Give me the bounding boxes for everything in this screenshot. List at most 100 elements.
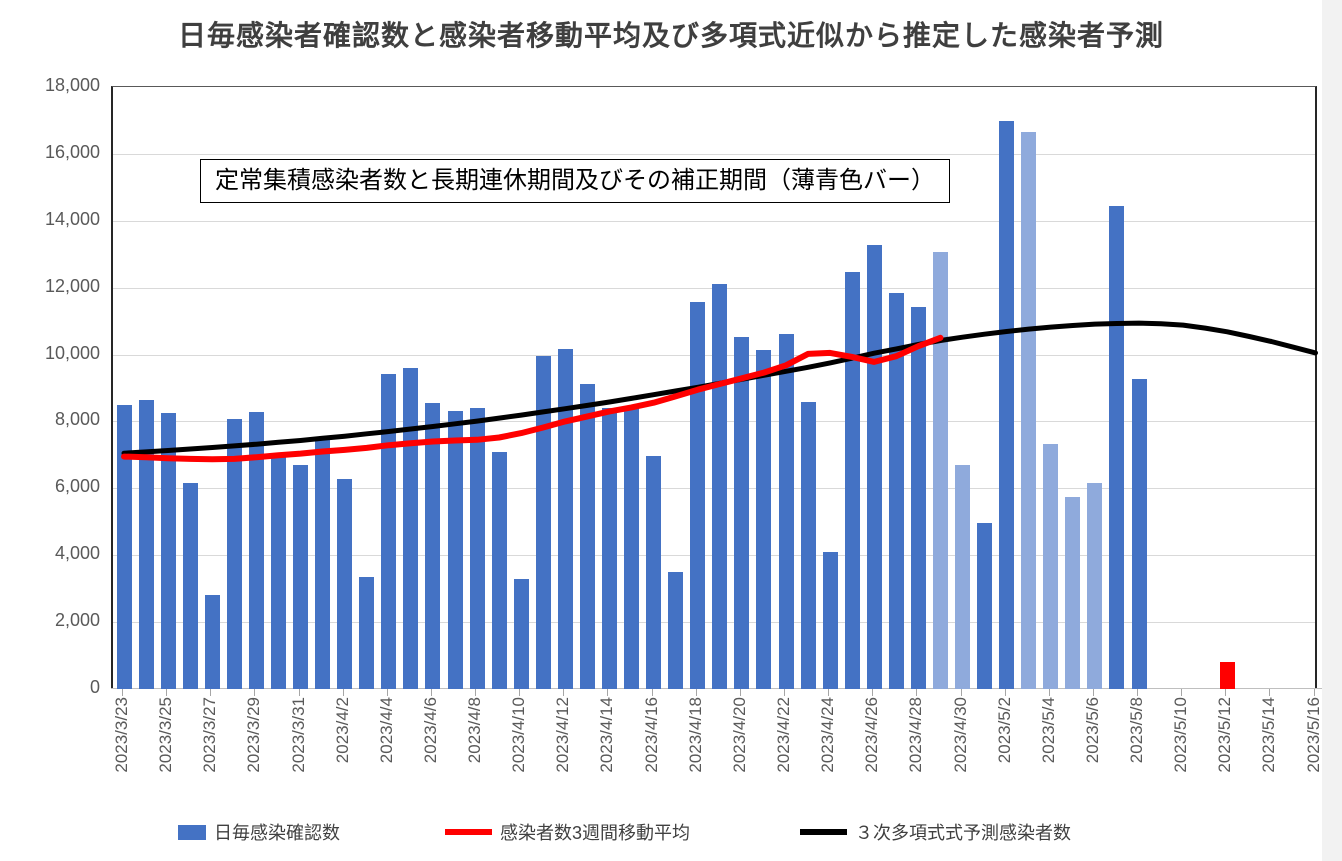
x-tick xyxy=(607,689,609,696)
x-tick-label: 2023/5/10 xyxy=(1171,697,1191,773)
bar-2023/3/31 xyxy=(293,464,308,689)
x-tick xyxy=(254,689,256,696)
x-tick-label: 2023/5/2 xyxy=(994,697,1014,764)
x-tick xyxy=(122,689,123,696)
legend-black-line-swatch xyxy=(800,829,847,835)
bar-2023/4/22 xyxy=(778,333,794,689)
x-tick-label: 2023/4/12 xyxy=(553,697,573,773)
bar-2023/4/13 xyxy=(579,383,595,689)
legend-item-polynomial: ３次多項式式予測感染者数 xyxy=(800,818,1071,846)
x-tick xyxy=(563,689,565,696)
bar-2023/4/9 xyxy=(491,451,507,689)
bar-2023/5/6 xyxy=(1087,483,1103,689)
bar-2023/4/1 xyxy=(315,439,331,689)
x-tick-label: 2023/4/6 xyxy=(420,697,440,764)
x-tick-label: 2023/4/16 xyxy=(641,697,661,773)
bar-2023/5/5 xyxy=(1065,497,1081,689)
x-tick-label: 2023/4/28 xyxy=(906,697,926,773)
bar-2023/4/24 xyxy=(822,551,838,689)
bar-2023/5/2 xyxy=(999,121,1015,689)
bar-2023/4/16 xyxy=(646,456,662,689)
x-tick xyxy=(1181,689,1183,696)
bar-2023/4/21 xyxy=(756,349,772,689)
x-tick xyxy=(960,689,962,696)
y-tick-label: 8,000 xyxy=(54,409,100,430)
bar-2023/3/28 xyxy=(226,419,242,689)
y-tick-label: 4,000 xyxy=(54,543,100,564)
bar-2023/4/7 xyxy=(447,411,463,689)
bar-2023/3/23 xyxy=(116,404,132,689)
x-tick xyxy=(1269,689,1271,696)
x-tick-label: 2023/4/14 xyxy=(597,697,617,773)
y-tick-label: 12,000 xyxy=(44,275,100,296)
legend-red-line-swatch xyxy=(445,829,492,835)
x-tick xyxy=(872,689,874,696)
polynomial-forecast-line xyxy=(121,320,1318,456)
y-tick-label: 2,000 xyxy=(54,610,100,631)
bar-2023/4/25 xyxy=(844,271,860,689)
bar-2023/3/29 xyxy=(248,412,264,689)
bar-2023/4/30 xyxy=(955,464,970,689)
bar-2023/3/24 xyxy=(138,400,154,689)
bar-2023/5/7 xyxy=(1109,206,1125,689)
y-tick-label: 18,000 xyxy=(44,75,100,95)
x-tick-label: 2023/3/31 xyxy=(288,697,308,773)
bar-2023/3/30 xyxy=(271,454,286,689)
bar-2023/4/17 xyxy=(668,571,684,689)
bar-2023/3/25 xyxy=(160,413,176,689)
legend-item-daily-bars: 日毎感染確認数 xyxy=(178,818,340,846)
bar-2023/5/3 xyxy=(1021,132,1037,689)
y-tick-label: 14,000 xyxy=(44,208,100,229)
bar-2023/4/12 xyxy=(557,348,573,689)
bar-2023/4/18 xyxy=(690,302,706,689)
bar-2023/4/4 xyxy=(381,374,397,689)
bar-2023/3/27 xyxy=(204,594,220,689)
x-tick-label: 2023/3/29 xyxy=(244,697,264,773)
x-tick-label: 2023/4/10 xyxy=(509,697,529,773)
x-tick-label: 2023/4/20 xyxy=(729,697,749,773)
y-tick-label: 10,000 xyxy=(44,342,100,363)
bar-2023/5/8 xyxy=(1131,379,1147,689)
x-tick-label: 2023/5/8 xyxy=(1127,697,1146,764)
bar-2023/4/2 xyxy=(337,479,353,689)
x-tick-label: 2023/4/24 xyxy=(818,697,838,773)
x-tick xyxy=(916,689,918,696)
x-tick xyxy=(828,689,830,696)
bar-2023/5/1 xyxy=(977,523,992,689)
bar-2023/4/3 xyxy=(359,577,375,689)
y-tick-label: 0 xyxy=(89,677,100,697)
gridline xyxy=(113,220,1315,222)
x-tick xyxy=(739,689,741,696)
x-tick-label: 2023/3/25 xyxy=(156,697,176,773)
x-tick xyxy=(342,689,344,696)
gridline xyxy=(113,153,1315,155)
x-tick-label: 2023/4/22 xyxy=(774,697,793,773)
y-tick-label: 16,000 xyxy=(44,141,100,162)
x-tick xyxy=(651,689,653,696)
x-tick xyxy=(1225,689,1227,696)
x-tick-label: 2023/4/8 xyxy=(465,697,484,764)
x-tick xyxy=(1313,689,1315,696)
x-tick xyxy=(519,689,521,696)
bar-2023/5/12 xyxy=(1219,662,1235,689)
bar-2023/4/23 xyxy=(800,402,816,689)
x-tick xyxy=(430,689,432,696)
x-tick-label: 2023/4/4 xyxy=(376,697,396,764)
x-tick-label: 2023/4/30 xyxy=(950,697,970,773)
x-tick xyxy=(475,689,476,696)
x-tick xyxy=(1004,689,1006,696)
x-tick-label: 2023/4/2 xyxy=(332,697,352,764)
bar-2023/4/29 xyxy=(932,251,948,689)
bar-2023/3/26 xyxy=(182,483,198,689)
x-tick-label: 2023/3/27 xyxy=(200,697,220,773)
chart-title: 日毎感染者確認数と感染者移動平均及び多項式近似から推定した感染者予測 xyxy=(177,20,1164,51)
x-tick-label: 2023/3/23 xyxy=(112,697,131,773)
bar-2023/4/8 xyxy=(469,407,485,689)
plot-area xyxy=(111,86,1318,689)
x-tick-label: 2023/4/18 xyxy=(685,697,705,773)
x-tick xyxy=(1048,689,1050,696)
x-tick xyxy=(1137,689,1138,696)
moving-average-line xyxy=(121,334,944,463)
x-tick-label: 2023/5/4 xyxy=(1038,697,1058,764)
